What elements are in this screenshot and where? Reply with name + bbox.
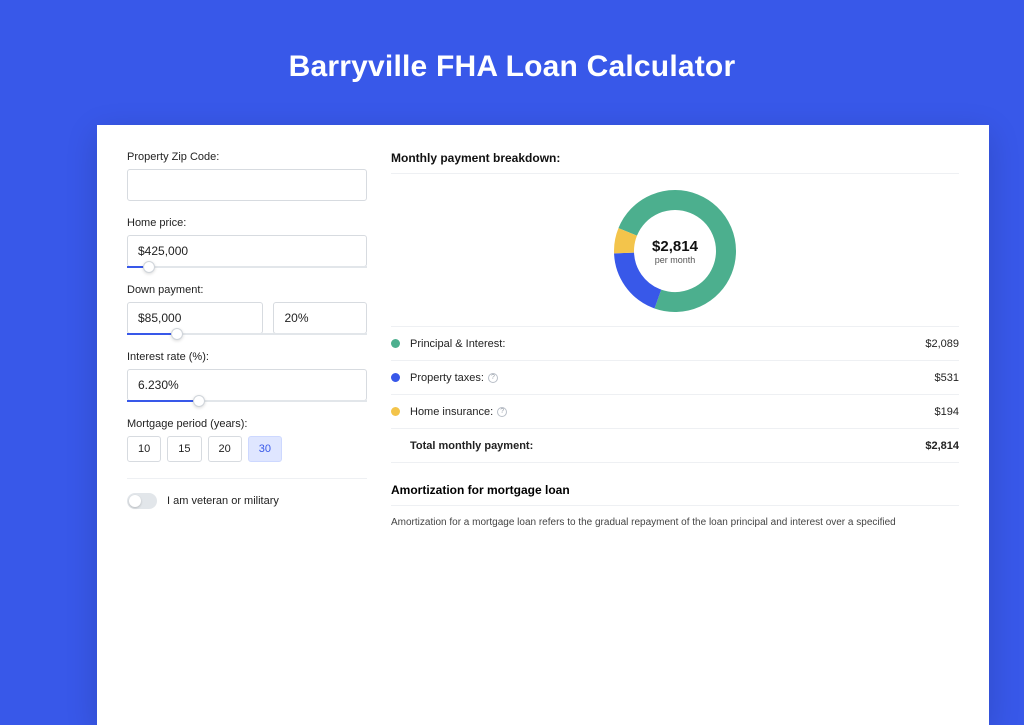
- label-interest-rate: Interest rate (%):: [127, 351, 367, 363]
- slider-interest-rate[interactable]: [127, 400, 367, 402]
- amortization-title: Amortization for mortgage loan: [391, 483, 959, 506]
- input-zip[interactable]: [127, 169, 367, 201]
- toggle-veteran[interactable]: [127, 493, 157, 509]
- input-home-price[interactable]: [127, 235, 367, 267]
- field-interest-rate: Interest rate (%):: [127, 351, 367, 402]
- breakdown-title: Monthly payment breakdown:: [391, 151, 959, 174]
- legend-value: $2,089: [925, 338, 959, 350]
- donut-sublabel: per month: [655, 255, 696, 265]
- info-icon[interactable]: ?: [497, 407, 507, 417]
- legend-row: Principal & Interest:$2,089: [391, 327, 959, 361]
- legend-label: Home insurance:?: [410, 406, 935, 418]
- slider-thumb-interest-rate[interactable]: [193, 395, 205, 407]
- segmented-mortgage-period: 1015 2030: [127, 436, 367, 462]
- donut-container: $2,814 per month: [391, 184, 959, 326]
- amortization-section: Amortization for mortgage loan Amortizat…: [391, 483, 959, 530]
- field-zip: Property Zip Code:: [127, 151, 367, 201]
- donut-center: $2,814 per month: [640, 216, 710, 286]
- slider-home-price[interactable]: [127, 266, 367, 268]
- slider-thumb-down-payment[interactable]: [171, 328, 183, 340]
- toggle-knob: [129, 495, 141, 507]
- input-down-payment-pct[interactable]: [273, 302, 367, 334]
- segmented-option-30[interactable]: 30: [248, 436, 282, 462]
- donut-amount: $2,814: [652, 238, 698, 255]
- legend-row-total: Total monthly payment:$2,814: [391, 429, 959, 463]
- label-mortgage-period: Mortgage period (years):: [127, 418, 367, 430]
- label-veteran: I am veteran or military: [167, 495, 279, 507]
- legend-row: Property taxes:?$531: [391, 361, 959, 395]
- slider-thumb-home-price[interactable]: [143, 261, 155, 273]
- legend-total-value: $2,814: [925, 440, 959, 452]
- legend-dot: [391, 407, 400, 416]
- label-down-payment: Down payment:: [127, 284, 367, 296]
- breakdown-column: Monthly payment breakdown: $2,814 per mo…: [391, 151, 959, 699]
- segmented-option-15[interactable]: 15: [167, 436, 201, 462]
- legend-dot: [391, 373, 400, 382]
- field-home-price: Home price:: [127, 217, 367, 268]
- field-mortgage-period: Mortgage period (years): 1015 2030: [127, 418, 367, 462]
- legend: Principal & Interest:$2,089Property taxe…: [391, 326, 959, 463]
- legend-total-label: Total monthly payment:: [410, 440, 925, 452]
- segmented-option-20[interactable]: 20: [208, 436, 242, 462]
- legend-dot: [391, 339, 400, 348]
- legend-value: $531: [935, 372, 959, 384]
- donut-chart: $2,814 per month: [614, 190, 736, 312]
- amortization-text: Amortization for a mortgage loan refers …: [391, 516, 959, 530]
- legend-row: Home insurance:?$194: [391, 395, 959, 429]
- page-root: Barryville FHA Loan Calculator Property …: [0, 0, 1024, 512]
- label-zip: Property Zip Code:: [127, 151, 367, 163]
- slider-down-payment[interactable]: [127, 333, 367, 335]
- page-title: Barryville FHA Loan Calculator: [0, 0, 1024, 104]
- label-home-price: Home price:: [127, 217, 367, 229]
- legend-label: Principal & Interest:: [410, 338, 925, 350]
- input-interest-rate[interactable]: [127, 369, 367, 401]
- info-icon[interactable]: ?: [488, 373, 498, 383]
- calculator-card: Property Zip Code: Home price: Down paym…: [97, 125, 989, 725]
- legend-label: Property taxes:?: [410, 372, 935, 384]
- input-down-payment-amount[interactable]: [127, 302, 263, 334]
- field-down-payment: Down payment:: [127, 284, 367, 335]
- segmented-option-10[interactable]: 10: [127, 436, 161, 462]
- form-column: Property Zip Code: Home price: Down paym…: [127, 151, 367, 699]
- legend-value: $194: [935, 406, 959, 418]
- field-veteran-toggle: I am veteran or military: [127, 478, 367, 509]
